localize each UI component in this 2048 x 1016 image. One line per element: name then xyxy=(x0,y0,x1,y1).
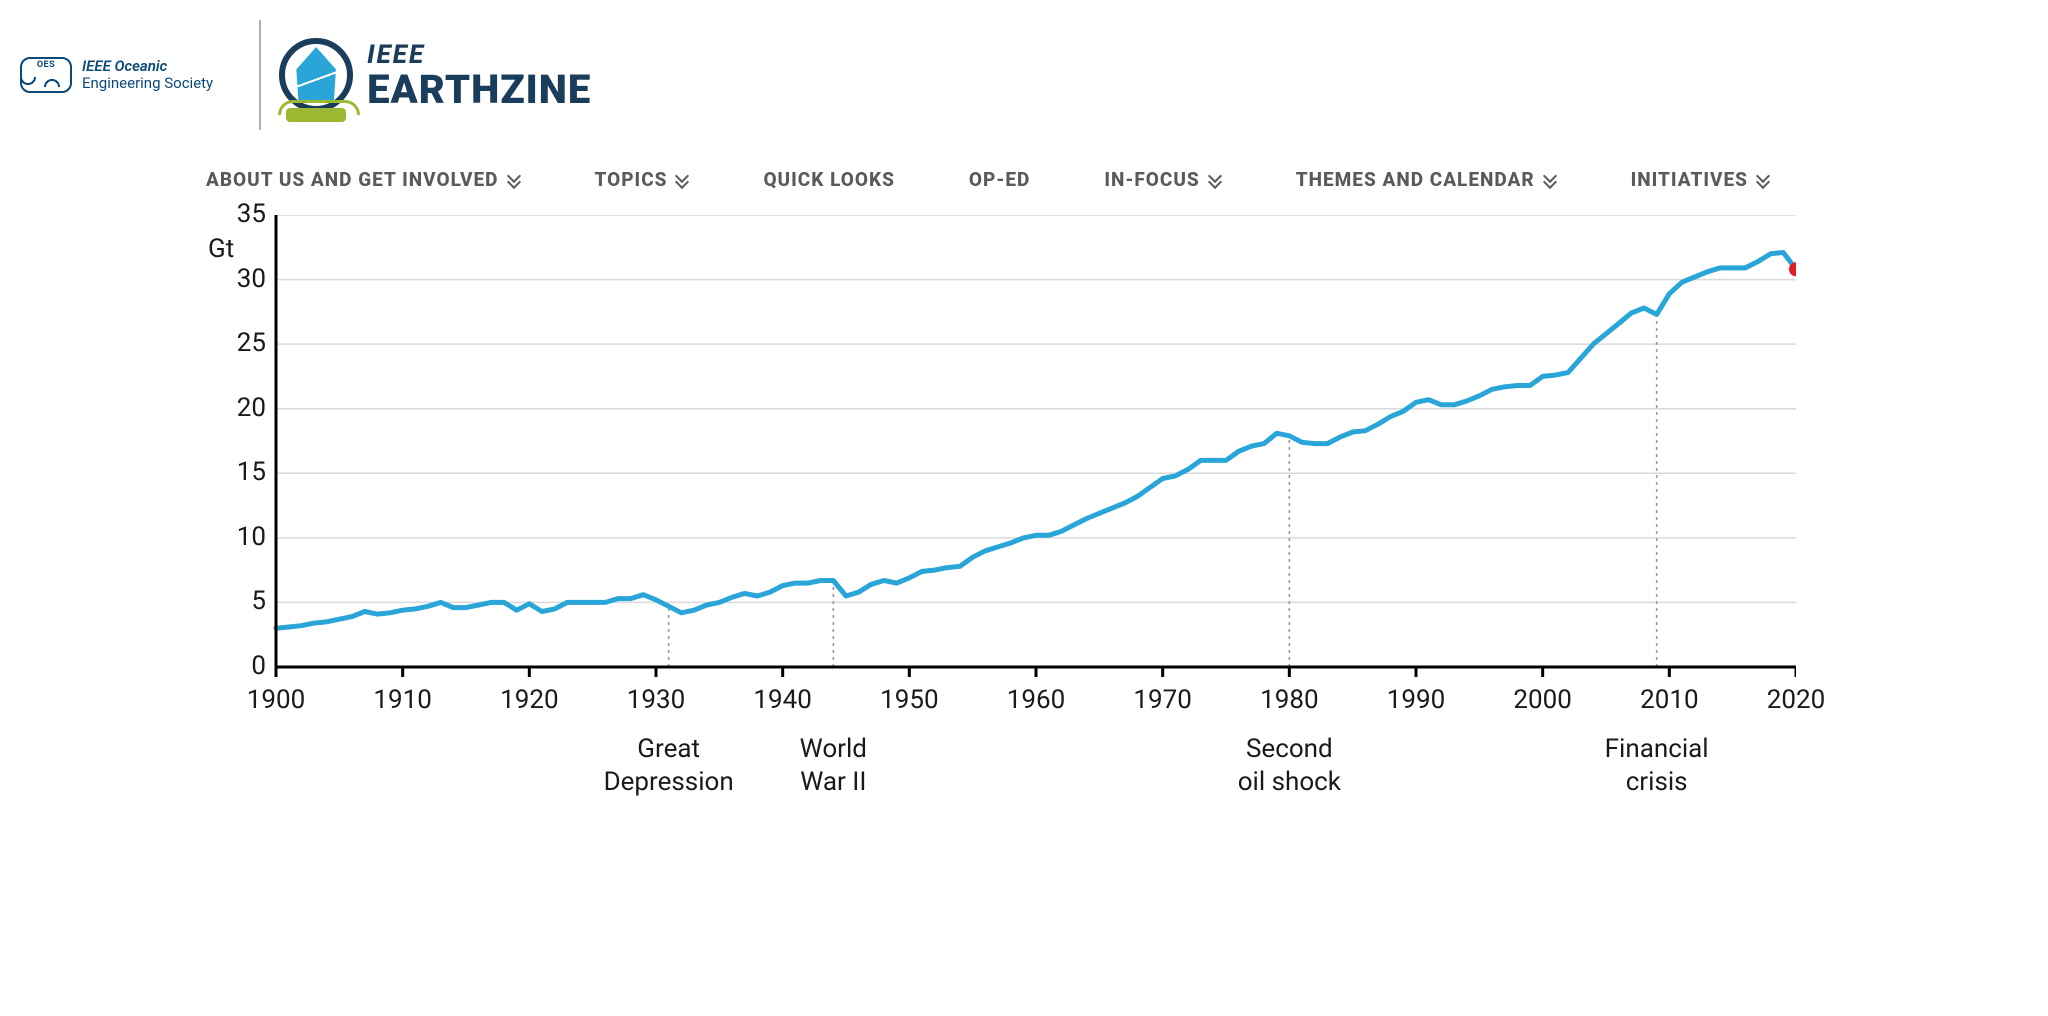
y-tick-label: 35 xyxy=(206,199,266,229)
x-tick-label: 1930 xyxy=(627,685,685,715)
emissions-chart: Gt05101520253035190019101920193019401950… xyxy=(206,215,1796,827)
oes-badge-icon: OES xyxy=(20,57,72,93)
main-nav: ABOUT US AND GET INVOLVED TOPICS QUICK LOO… xyxy=(0,140,2048,215)
x-tick-label: 1960 xyxy=(1007,685,1065,715)
nav-item-about-us-and-get-involved[interactable]: ABOUT US AND GET INVOLVED xyxy=(206,168,521,191)
oes-badge-text: OES xyxy=(22,60,70,70)
x-tick-label: 1970 xyxy=(1133,685,1191,715)
oes-line1: IEEE Oceanic xyxy=(82,58,213,75)
earthzine-base-icon xyxy=(286,108,346,122)
nav-item-label: ABOUT US AND GET INVOLVED xyxy=(206,168,499,191)
x-tick-label: 2000 xyxy=(1513,685,1571,715)
annotation-label: Financial crisis xyxy=(1605,733,1709,798)
nav-item-label: INITIATIVES xyxy=(1631,168,1748,191)
nav-item-label: THEMES AND CALENDAR xyxy=(1296,168,1535,191)
y-tick-label: 25 xyxy=(206,328,266,358)
x-tick-label: 1950 xyxy=(880,685,938,715)
y-tick-label: 5 xyxy=(206,586,266,616)
x-tick-label: 2020 xyxy=(1767,685,1825,715)
x-tick-label: 1940 xyxy=(753,685,811,715)
y-tick-label: 20 xyxy=(206,393,266,423)
chevron-down-icon xyxy=(1756,172,1770,188)
oes-text: IEEE Oceanic Engineering Society xyxy=(82,58,213,93)
oes-line2: Engineering Society xyxy=(82,75,213,92)
x-tick-label: 1900 xyxy=(247,685,305,715)
annotation-label: Great Depression xyxy=(604,733,734,798)
x-tick-label: 1980 xyxy=(1260,685,1318,715)
earthzine-drop-icon xyxy=(294,47,338,103)
chevron-down-icon xyxy=(1208,172,1222,188)
x-tick-label: 1990 xyxy=(1387,685,1445,715)
y-tick-label: 30 xyxy=(206,264,266,294)
earthzine-ring-icon xyxy=(279,38,353,112)
x-tick-label: 2010 xyxy=(1640,685,1698,715)
nav-item-label: OP-ED xyxy=(969,168,1030,191)
nav-item-op-ed[interactable]: OP-ED xyxy=(969,168,1030,191)
x-tick-label: 1910 xyxy=(373,685,431,715)
x-tick-label: 1920 xyxy=(500,685,558,715)
earthzine-logo-block[interactable]: IEEE EARTHZINE xyxy=(279,38,591,112)
annotation-label: Second oil shock xyxy=(1238,733,1341,798)
chevron-down-icon xyxy=(675,172,689,188)
nav-item-topics[interactable]: TOPICS xyxy=(595,168,690,191)
site-header: OES IEEE Oceanic Engineering Society IEE… xyxy=(0,0,2048,140)
y-axis-unit: Gt xyxy=(208,234,234,264)
oes-logo-block[interactable]: OES IEEE Oceanic Engineering Society xyxy=(20,57,241,93)
nav-item-label: QUICK LOOKS xyxy=(763,168,894,191)
nav-item-quick-looks[interactable]: QUICK LOOKS xyxy=(763,168,894,191)
chevron-down-icon xyxy=(507,172,521,188)
nav-item-initiatives[interactable]: INITIATIVES xyxy=(1631,168,1770,191)
y-tick-label: 10 xyxy=(206,522,266,552)
nav-item-in-focus[interactable]: IN-FOCUS xyxy=(1104,168,1221,191)
earthzine-text: IEEE EARTHZINE xyxy=(367,40,591,110)
nav-item-themes-and-calendar[interactable]: THEMES AND CALENDAR xyxy=(1296,168,1557,191)
chevron-down-icon xyxy=(1543,172,1557,188)
nav-item-label: IN-FOCUS xyxy=(1104,168,1199,191)
chart-svg xyxy=(206,215,1796,717)
earthzine-line2: EARTHZINE xyxy=(367,70,591,110)
annotation-label: World War II xyxy=(800,733,867,798)
y-tick-label: 0 xyxy=(206,651,266,681)
y-tick-label: 15 xyxy=(206,457,266,487)
nav-item-label: TOPICS xyxy=(595,168,668,191)
header-divider xyxy=(259,20,261,130)
